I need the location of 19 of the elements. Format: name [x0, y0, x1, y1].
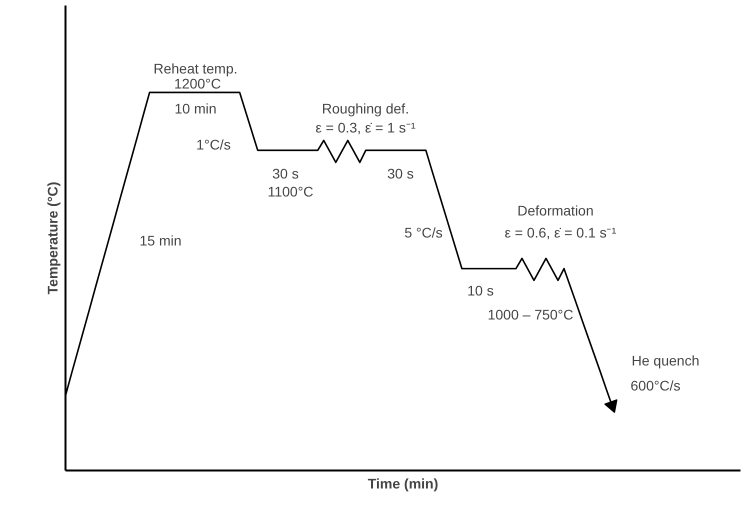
annotation: 5 °C/s: [404, 224, 443, 240]
text: Reheat temp.: [153, 60, 238, 76]
text: 1200°C: [174, 76, 221, 92]
annotation: 1000 – 750°C: [488, 306, 574, 322]
annotation: 10 s: [467, 282, 494, 298]
annotation: 1°C/s: [196, 136, 231, 152]
y-axis-title: Temperature (°C): [44, 182, 60, 294]
annotation: ε = 0.6, ε̇ = 0.1 s⁻¹: [504, 224, 617, 240]
text: He quench: [632, 352, 700, 368]
annotation: 1100°C: [268, 184, 314, 200]
annotation: 30 s: [387, 166, 414, 182]
annotation: 10 min: [174, 100, 217, 116]
annotation: Roughing def.: [322, 100, 410, 116]
annotation: 30 s: [272, 166, 299, 182]
annotation: 15 min: [139, 232, 182, 248]
annotation: ε = 0.3, ε̇ = 1 s⁻¹: [316, 120, 416, 136]
annotation: Deformation: [517, 202, 594, 218]
text: 600°C/s: [630, 378, 680, 394]
x-axis-title: Time (min): [368, 476, 438, 492]
